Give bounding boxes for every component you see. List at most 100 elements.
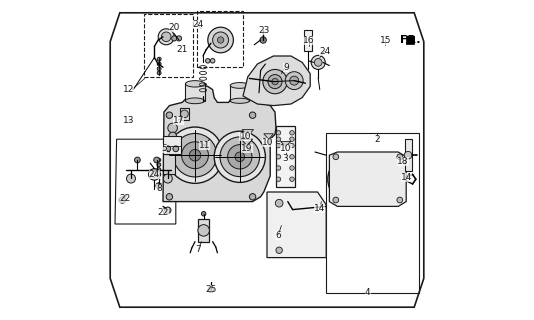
Circle shape — [333, 197, 339, 203]
Circle shape — [290, 166, 294, 170]
Text: 20: 20 — [169, 23, 180, 32]
Circle shape — [214, 131, 265, 182]
Circle shape — [276, 143, 281, 148]
Circle shape — [227, 145, 252, 169]
Circle shape — [290, 177, 294, 181]
Text: 18: 18 — [397, 157, 409, 166]
Text: 14: 14 — [400, 173, 412, 182]
Circle shape — [276, 247, 282, 253]
Circle shape — [157, 158, 161, 162]
Circle shape — [290, 131, 294, 135]
Text: 16: 16 — [303, 36, 315, 44]
Circle shape — [167, 127, 223, 183]
Circle shape — [171, 36, 177, 41]
Circle shape — [157, 62, 161, 66]
Circle shape — [363, 165, 391, 193]
Text: 9: 9 — [284, 63, 289, 72]
Text: 11: 11 — [199, 141, 210, 150]
Circle shape — [249, 194, 256, 200]
Circle shape — [276, 166, 281, 170]
Circle shape — [127, 174, 136, 183]
Circle shape — [210, 59, 215, 63]
Text: 15: 15 — [380, 36, 391, 44]
Circle shape — [135, 157, 140, 163]
Circle shape — [260, 37, 266, 43]
Polygon shape — [406, 36, 414, 44]
Circle shape — [182, 142, 208, 169]
Polygon shape — [267, 192, 326, 258]
Text: 21: 21 — [177, 45, 188, 54]
Circle shape — [235, 152, 245, 162]
Circle shape — [157, 57, 161, 61]
Polygon shape — [242, 130, 254, 136]
Circle shape — [290, 76, 299, 85]
Circle shape — [119, 197, 125, 203]
Circle shape — [343, 170, 361, 188]
Circle shape — [166, 194, 172, 200]
Text: 22: 22 — [119, 194, 130, 203]
Circle shape — [206, 59, 210, 63]
Circle shape — [358, 159, 397, 199]
Circle shape — [249, 112, 256, 118]
Circle shape — [148, 169, 160, 180]
Circle shape — [208, 27, 233, 53]
Text: 10: 10 — [239, 132, 251, 140]
Polygon shape — [264, 134, 273, 139]
Circle shape — [290, 155, 294, 159]
Circle shape — [189, 149, 201, 161]
Polygon shape — [329, 152, 406, 206]
Text: FR.: FR. — [400, 35, 420, 45]
Circle shape — [165, 146, 171, 152]
Circle shape — [290, 137, 294, 141]
Bar — [276, 126, 295, 187]
Bar — [163, 136, 180, 154]
Text: 4: 4 — [365, 288, 371, 297]
Circle shape — [176, 36, 182, 41]
Circle shape — [285, 72, 303, 90]
Circle shape — [154, 157, 160, 163]
Text: 13: 13 — [123, 116, 135, 124]
Bar — [197, 11, 243, 67]
Ellipse shape — [185, 98, 205, 104]
Bar — [405, 139, 412, 171]
Circle shape — [208, 287, 214, 292]
Text: 23: 23 — [258, 26, 270, 35]
Circle shape — [276, 137, 281, 141]
Circle shape — [168, 123, 177, 133]
Text: 10: 10 — [280, 144, 292, 153]
Text: 24: 24 — [193, 20, 204, 28]
Text: 10: 10 — [262, 138, 274, 147]
Text: 2: 2 — [374, 135, 380, 144]
Circle shape — [290, 143, 294, 148]
Text: 7: 7 — [195, 245, 201, 254]
Text: 12: 12 — [123, 85, 135, 94]
Circle shape — [157, 172, 161, 176]
Text: 6: 6 — [276, 231, 281, 240]
Circle shape — [397, 154, 403, 160]
Circle shape — [311, 55, 325, 69]
Text: 22: 22 — [158, 208, 169, 217]
Circle shape — [263, 69, 287, 94]
Text: 24: 24 — [149, 170, 160, 179]
Polygon shape — [110, 13, 424, 307]
Text: 17: 17 — [172, 116, 184, 124]
Circle shape — [180, 110, 189, 118]
Text: 25: 25 — [205, 285, 217, 294]
Circle shape — [404, 151, 412, 159]
Bar — [180, 108, 189, 120]
Circle shape — [158, 29, 174, 45]
Circle shape — [371, 172, 384, 186]
Circle shape — [173, 133, 217, 177]
Circle shape — [328, 155, 376, 203]
Circle shape — [169, 132, 176, 140]
Circle shape — [163, 174, 172, 183]
Bar — [198, 219, 209, 242]
Circle shape — [276, 131, 281, 135]
Text: 5: 5 — [161, 144, 167, 153]
Circle shape — [272, 78, 278, 85]
Circle shape — [397, 197, 403, 203]
Bar — [144, 14, 193, 77]
Circle shape — [315, 59, 322, 66]
Circle shape — [161, 32, 171, 42]
Bar — [230, 85, 249, 101]
